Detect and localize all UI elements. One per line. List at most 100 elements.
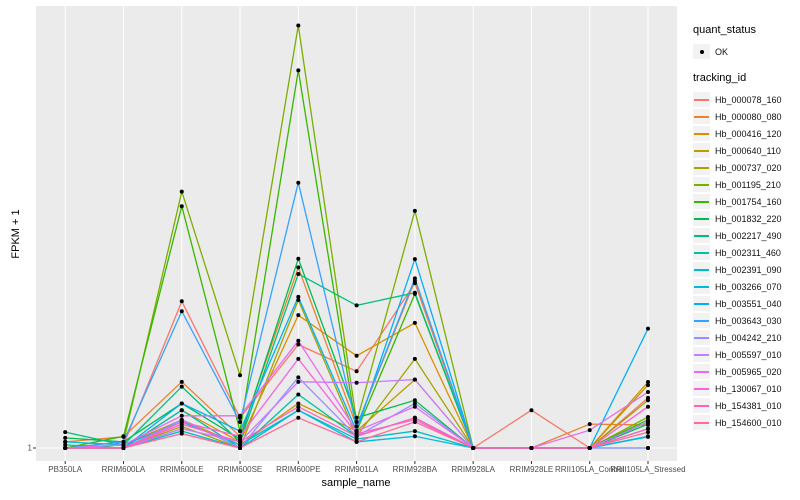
data-point-Hb_001754_160 [179,204,184,209]
data-point-Hb_154381_010 [412,415,417,420]
data-point-Hb_000737_020 [646,398,650,403]
data-point-Hb_154600_010 [63,446,68,450]
legend-item-Hb_002391_090: Hb_002391_090 [693,261,799,278]
series-color-line-icon [694,387,709,390]
legend-item-label: Hb_154600_010 [715,417,782,428]
data-point-Hb_000078_160 [296,342,301,347]
data-point-Hb_003266_070 [238,442,243,447]
data-point-Hb_154600_010 [238,446,243,450]
data-point-Hb_001754_160 [296,68,301,73]
x-tick-label-RRIM901LA: RRIM901LA [334,465,379,474]
series-color-line-icon [694,217,709,220]
legend-line-key-icon [693,228,710,243]
data-point-Hb_005597_010 [179,426,184,431]
legend-item-Hb_001195_210: Hb_001195_210 [693,176,799,193]
series-color-line-icon [694,115,709,118]
legend-item-label: Hb_001832_220 [715,213,782,224]
data-point-Hb_003551_040 [238,429,243,434]
data-point-Hb_003643_030 [121,439,126,444]
x-tick-label-RRIM928LE: RRIM928LE [509,465,554,474]
data-point-Hb_003643_030 [412,276,417,281]
series-color-line-icon [694,353,709,356]
legend-line-key-icon [693,330,710,345]
data-point-Hb_002217_490 [354,303,359,308]
legend-item-Hb_001832_220: Hb_001832_220 [693,210,799,227]
series-color-line-icon [694,268,709,271]
data-point-Hb_003266_070 [412,434,417,439]
legend-line-key-icon [693,143,710,158]
legend: quant_status OK tracking_id Hb_000078_16… [693,24,799,431]
data-point-Hb_000640_110 [646,383,650,388]
data-point-Hb_154600_010 [179,431,184,436]
legend-item-Hb_003266_070: Hb_003266_070 [693,278,799,295]
legend-item-Hb_154381_010: Hb_154381_010 [693,397,799,414]
ok-key [693,44,710,59]
data-point-Hb_005597_010 [646,419,650,424]
legend-item-label: Hb_003266_070 [715,281,782,292]
data-point-Hb_005965_020 [179,413,184,418]
legend-item-Hb_000737_020: Hb_000737_020 [693,159,799,176]
data-point-Hb_002311_460 [63,442,68,447]
data-point-Hb_001832_220 [63,435,68,440]
legend-line-key-icon [693,126,710,141]
data-point-Hb_000416_120 [354,353,359,358]
legend-line-key-icon [693,245,710,260]
data-point-Hb_001832_220 [296,256,301,261]
legend-item-Hb_000078_160: Hb_000078_160 [693,91,799,108]
series-color-line-icon [694,285,709,288]
x-tick-label-RRIM600PE: RRIM600PE [276,465,321,474]
legend-item-label: Hb_002391_090 [715,264,782,275]
data-point-Hb_154600_010 [529,446,534,450]
data-point-Hb_001195_210 [179,189,184,194]
data-point-Hb_001754_160 [121,434,126,439]
series-color-line-icon [694,149,709,152]
legend-item-label: Hb_000416_120 [715,128,782,139]
data-point-Hb_005965_020 [296,338,301,343]
legend-item-Hb_000080_080: Hb_000080_080 [693,108,799,125]
data-point-Hb_154600_010 [121,446,126,450]
data-point-Hb_005597_010 [354,380,359,385]
data-point-Hb_002311_460 [296,392,301,397]
series-color-line-icon [694,166,709,169]
x-tick-label-RRIM928BA: RRIM928BA [392,465,438,474]
data-point-Hb_001195_210 [412,208,417,213]
data-point-Hb_154381_010 [238,439,243,444]
data-point-Hb_001832_220 [238,437,243,442]
legend-item-label: Hb_000080_080 [715,111,782,122]
legend-item-Hb_000640_110: Hb_000640_110 [693,142,799,159]
legend-items: Hb_000078_160 Hb_000080_080 Hb_000416_120 H… [693,91,799,431]
legend-line-key-icon [693,109,710,124]
data-point-Hb_005965_020 [587,428,592,433]
legend-item-label: Hb_005965_020 [715,366,782,377]
x-tick-label-RRIM928LA: RRIM928LA [451,465,495,474]
data-point-Hb_154600_010 [646,430,650,435]
legend-item-Hb_000416_120: Hb_000416_120 [693,125,799,142]
legend-ok-item: OK [693,43,799,60]
legend-item-label: Hb_000078_160 [715,94,782,105]
data-point-Hb_001195_210 [354,419,359,424]
data-point-Hb_000416_120 [412,320,417,325]
data-point-Hb_000416_120 [296,313,301,318]
data-point-Hb_002391_090 [412,429,417,434]
data-point-Hb_154600_010 [587,446,592,450]
series-color-line-icon [694,183,709,186]
legend-item-Hb_001754_160: Hb_001754_160 [693,193,799,210]
legend-item-label: Hb_154381_010 [715,400,782,411]
data-point-Hb_000416_120 [646,380,650,385]
legend-item-Hb_002311_460: Hb_002311_460 [693,244,799,261]
legend-item-Hb_003551_040: Hb_003551_040 [693,295,799,312]
legend-line-key-icon [693,415,710,430]
legend-item-label: Hb_003551_040 [715,298,782,309]
legend-line-key-icon [693,160,710,175]
legend-item-label: Hb_003643_030 [715,315,782,326]
x-axis-title: sample_name [321,477,391,489]
x-tick-label-RRIM600LE: RRIM600LE [159,465,204,474]
data-point-Hb_002217_490 [296,271,301,276]
legend-line-key-icon [693,296,710,311]
legend-line-key-icon [693,279,710,294]
data-point-Hb_004242_210 [646,446,650,450]
series-color-line-icon [694,404,709,407]
data-point-Hb_001832_220 [354,415,359,420]
series-color-line-icon [694,132,709,135]
